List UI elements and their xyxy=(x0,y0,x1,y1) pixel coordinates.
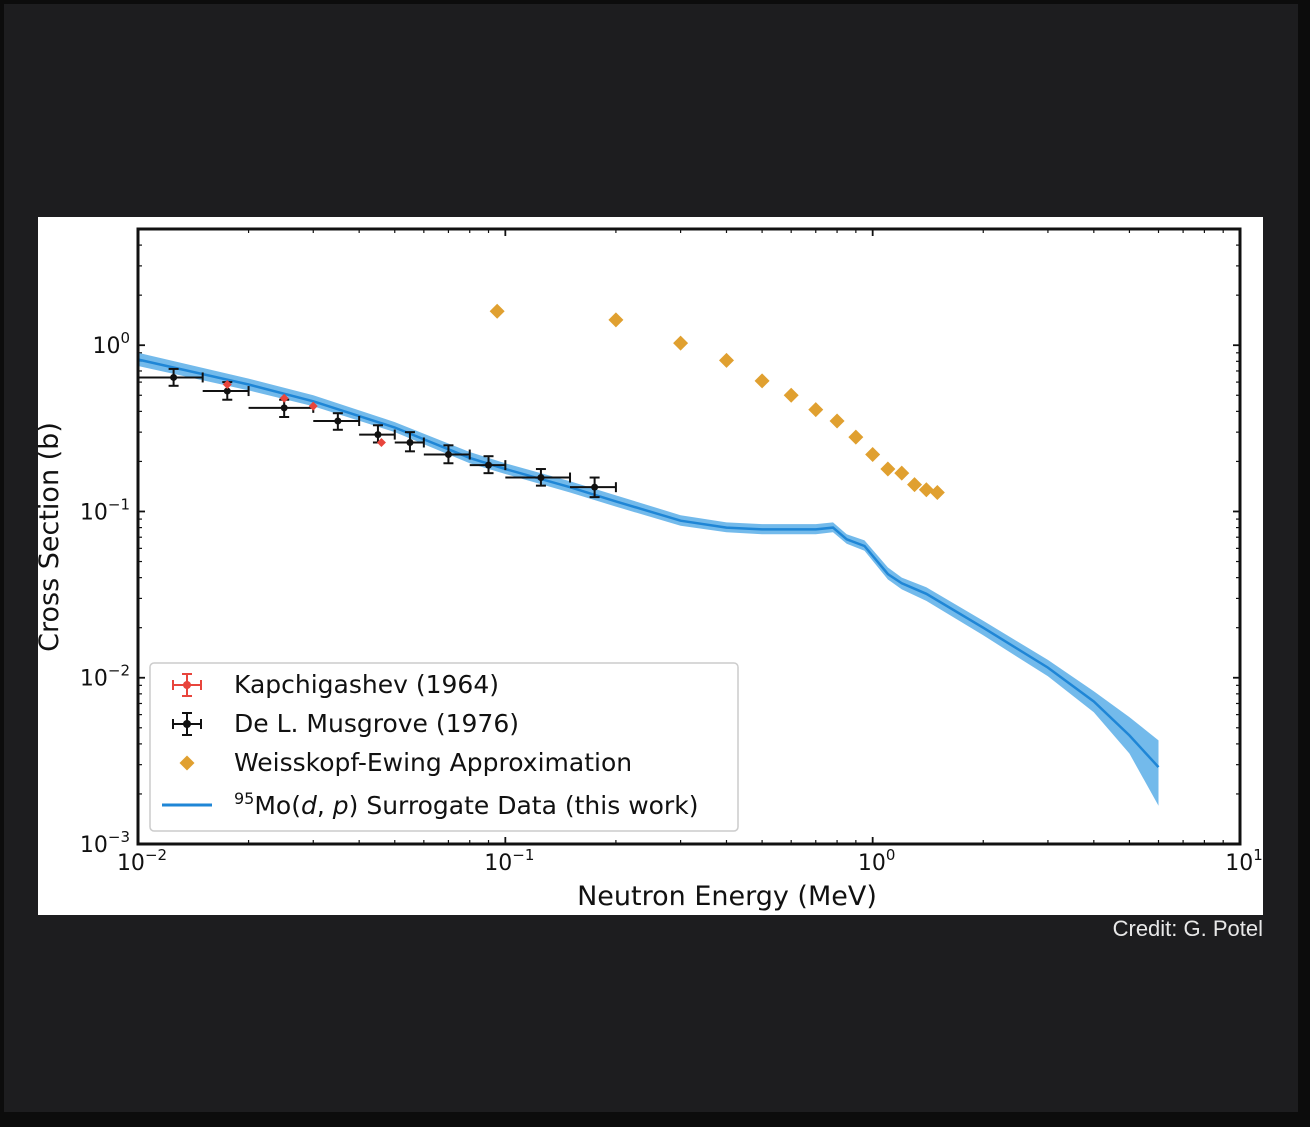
musgrove-point xyxy=(444,451,452,459)
weisskopf-point xyxy=(865,447,881,463)
credit-text: Credit: G. Potel xyxy=(1112,916,1263,941)
x-tick-label-exponent: −1 xyxy=(512,846,534,864)
weisskopf-point xyxy=(608,312,624,328)
y-tick-label-base: 10 xyxy=(80,833,108,858)
legend-label-surrogate-superscript: 95 xyxy=(234,789,254,808)
x-tick-label: 10−2 xyxy=(117,846,167,876)
kapchigashev-point xyxy=(222,380,232,390)
legend-marker-weisskopf xyxy=(179,755,195,771)
weisskopf-point xyxy=(808,402,824,418)
y-tick-label: 100 xyxy=(92,329,130,359)
y-tick-label: 10−3 xyxy=(80,828,130,858)
surrogate-band-group xyxy=(137,352,1160,806)
legend-markers xyxy=(162,673,212,807)
x-tick-label-exponent: 1 xyxy=(1253,846,1263,864)
x-tick-label-base: 10 xyxy=(484,851,512,876)
y-tick-label-exponent: −3 xyxy=(108,828,130,846)
legend-label-surrogate-d: d xyxy=(301,791,317,820)
weisskopf-point xyxy=(907,477,923,493)
weisskopf-point xyxy=(754,373,770,389)
x-axis-label: Neutron Energy (MeV) xyxy=(577,881,877,912)
x-tick-label: 10−1 xyxy=(484,846,534,876)
y-tick-label-exponent: −1 xyxy=(108,495,130,513)
musgrove-point xyxy=(485,461,493,469)
y-tick-label: 10−2 xyxy=(80,662,130,692)
kapchigashev-point xyxy=(308,401,318,411)
legend-label-surrogate-p: p xyxy=(332,791,349,820)
x-tick-label-exponent: 0 xyxy=(886,846,896,864)
legend-label-surrogate-rest: ) Surrogate Data (this work) xyxy=(349,791,699,820)
weisskopf-point xyxy=(829,413,845,429)
kapchigashev-point xyxy=(279,393,289,403)
legend-label-weisskopf: Weisskopf-Ewing Approximation xyxy=(234,748,632,777)
musgrove-point xyxy=(334,417,342,425)
kapchigashev-point xyxy=(376,437,386,447)
weisskopf-point xyxy=(718,352,734,368)
weisskopf-point xyxy=(880,461,896,477)
weisskopf-point xyxy=(929,485,945,501)
y-tick-label: 10−1 xyxy=(80,495,130,525)
surrogate-line xyxy=(137,358,1160,768)
legend: Kapchigashev (1964) De L. Musgrove (1976… xyxy=(149,662,739,832)
musgrove-point xyxy=(170,373,178,381)
weisskopf-point xyxy=(783,387,799,403)
legend-label-surrogate: 95Mo(d, p) Surrogate Data (this work) xyxy=(234,789,698,820)
legend-label-surrogate-main: Mo( xyxy=(254,791,301,820)
legend-box xyxy=(149,662,739,832)
weisskopf-point xyxy=(673,335,689,351)
musgrove-point xyxy=(223,387,231,395)
weisskopf-point xyxy=(489,303,505,319)
weisskopf-point xyxy=(894,465,910,481)
x-tick-label-base: 10 xyxy=(1225,851,1253,876)
musgrove-point xyxy=(406,438,414,446)
legend-label-musgrove: De L. Musgrove (1976) xyxy=(234,709,519,738)
legend-label-kapchigashev: Kapchigashev (1964) xyxy=(234,670,499,699)
chart-figure: 10−2 10−1 100 101 10−3 10−2 10−1 100 Neutron En… xyxy=(38,217,1263,915)
x-tick-label: 100 xyxy=(858,846,896,876)
x-tick-label-exponent: −2 xyxy=(145,846,167,864)
legend-label-surrogate-sep: , xyxy=(317,791,333,820)
x-tick-label-base: 10 xyxy=(858,851,886,876)
weisskopf-point xyxy=(848,429,864,445)
musgrove-point xyxy=(374,431,382,439)
legend-marker-musgrove-dot xyxy=(183,720,191,728)
y-axis-label: Cross Section (b) xyxy=(38,422,65,652)
musgrove-point xyxy=(537,474,545,482)
data-points-group xyxy=(138,303,945,501)
legend-marker-kapchigashev-dot xyxy=(183,681,191,689)
y-tick-label-base: 10 xyxy=(80,667,108,692)
y-tick-label-exponent: 0 xyxy=(120,329,130,347)
plot-frame xyxy=(136,227,1242,846)
musgrove-point xyxy=(280,404,288,412)
x-tick-label: 101 xyxy=(1225,846,1263,876)
weisskopf-point xyxy=(918,482,934,498)
musgrove-point xyxy=(591,483,599,491)
y-tick-label-exponent: −2 xyxy=(108,662,130,680)
y-tick-label-base: 10 xyxy=(92,334,120,359)
x-tick-label-base: 10 xyxy=(117,851,145,876)
y-tick-label-base: 10 xyxy=(80,500,108,525)
